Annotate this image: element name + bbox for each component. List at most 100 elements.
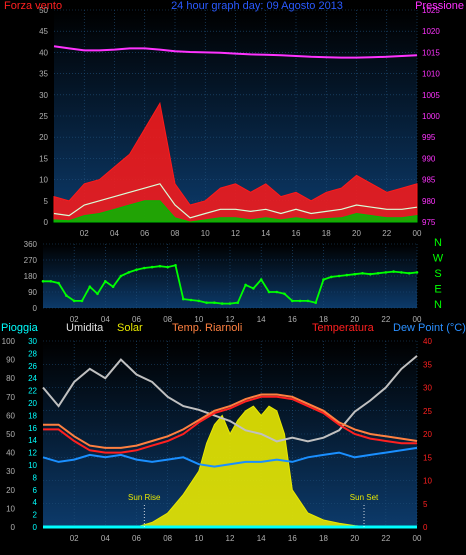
rain-left-y-tick-label: 28 (28, 349, 37, 358)
wind-left-y-tick-label: 5 (44, 197, 49, 206)
direction-point (49, 280, 53, 283)
temp-right-y-tick-label: 30 (423, 384, 432, 393)
wind-x-tick-label: 12 (231, 229, 240, 238)
humidity-left-y-tick-label: 20 (6, 486, 15, 495)
temp-right-y-tick-label: 0 (423, 523, 428, 532)
rain-left-y-tick-label: 12 (28, 449, 37, 458)
temp-right-y-tick-label: 25 (423, 407, 432, 416)
direction-point (228, 302, 232, 305)
wind-x-tick-label: 08 (171, 229, 180, 238)
pressure-right-y-tick-label: 1025 (422, 6, 440, 15)
wind-left-y-tick-label: 40 (39, 48, 48, 57)
humidity-left-y-tick-label: 60 (6, 411, 15, 420)
temp-x-tick-label: 04 (101, 534, 110, 543)
temp-x-tick-label: 08 (163, 534, 172, 543)
direction-left-y-tick-label: 0 (33, 304, 38, 313)
direction-point (150, 265, 154, 269)
pressure-right-y-tick-label: 980 (422, 197, 436, 206)
direction-point (220, 302, 224, 305)
humidity-left-y-tick-label: 30 (6, 467, 15, 476)
wind-left-y-tick-label: 30 (39, 91, 48, 100)
temp-right-y-tick-label: 15 (423, 453, 432, 462)
humidity-left-y-tick-label: 50 (6, 430, 15, 439)
direction-point (72, 299, 76, 303)
direction-point (57, 281, 60, 285)
pressure-right-y-tick-label: 995 (422, 133, 436, 142)
pressure-right-y-tick-label: 990 (422, 154, 436, 163)
wind-x-tick-label: 02 (80, 229, 89, 238)
rain-left-y-tick-label: 26 (28, 362, 37, 371)
direction-point (298, 299, 302, 303)
direction-point (205, 301, 208, 305)
temp-x-tick-label: 00 (413, 534, 422, 543)
direction-point (415, 271, 419, 274)
direction-point (80, 299, 84, 303)
pressure-right-y-tick-label: 1020 (422, 27, 440, 36)
temp-right-y-tick-label: 35 (423, 360, 432, 369)
pressure-right-y-tick-label: 985 (422, 176, 436, 185)
pressure-right-y-tick-label: 975 (422, 218, 436, 227)
direction-x-tick-label: 16 (288, 315, 297, 324)
sun-event-label: Sun Set (350, 493, 379, 502)
direction-x-tick-label: 14 (257, 315, 266, 324)
direction-point (111, 285, 115, 289)
direction-left-y-tick-label: 90 (28, 288, 37, 297)
direction-point (158, 264, 162, 268)
direction-point (88, 285, 92, 289)
temp-x-tick-label: 12 (226, 534, 235, 543)
wind-x-tick-label: 18 (322, 229, 331, 238)
rain-left-y-tick-label: 16 (28, 424, 37, 433)
temp-series-4-line (42, 446, 418, 468)
direction-x-tick-label: 12 (226, 315, 235, 324)
wind-left-y-tick-label: 0 (44, 218, 49, 227)
direction-x-tick-label: 08 (163, 315, 172, 324)
wind-series-2-line (53, 183, 418, 219)
wind-chart-title: 24 hour graph day: 09 Agosto 2013 (171, 0, 343, 12)
direction-point (236, 301, 240, 305)
rain-left-y-tick-label: 0 (33, 523, 38, 532)
direction-point (166, 265, 169, 269)
temp-x-tick-label: 10 (194, 534, 203, 543)
humidity-left-y-tick-label: 70 (6, 393, 15, 402)
wind-x-tick-label: 04 (110, 229, 119, 238)
direction-point (345, 273, 349, 277)
direction-left-y-tick-label: 180 (24, 272, 38, 281)
direction-point (252, 287, 255, 290)
humidity-left-y-tick-label: 40 (6, 449, 15, 458)
wind-x-tick-label: 14 (261, 229, 270, 238)
temp-x-tick-label: 18 (319, 534, 328, 543)
direction-point (213, 301, 216, 305)
humidity-left-y-tick-label: 80 (6, 374, 15, 383)
direction-x-tick-label: 02 (70, 315, 79, 324)
direction-point (400, 271, 403, 274)
wind-left-y-tick-label: 10 (39, 176, 48, 185)
humidity-left-y-tick-label: 0 (11, 523, 16, 532)
direction-point (283, 292, 286, 296)
temp-legend-item: Temp. Riarnoli (172, 322, 242, 334)
direction-point (376, 272, 380, 275)
direction-point (244, 283, 247, 287)
temp-series-1-line (42, 355, 418, 443)
temp-series-2-line (43, 395, 417, 454)
temp-x-tick-label: 02 (70, 534, 79, 543)
direction-point (384, 271, 388, 274)
temp-right-y-tick-label: 5 (423, 500, 428, 509)
pressure-right-y-tick-label: 1010 (422, 70, 440, 79)
direction-compass-label: S (434, 268, 441, 280)
humidity-left-y-tick-label: 100 (2, 337, 16, 346)
direction-point (41, 280, 45, 283)
wind-left-y-tick-label: 45 (39, 27, 48, 36)
pressure-right-y-tick-label: 1015 (422, 48, 440, 57)
wind-left-y-tick-label: 35 (39, 70, 48, 79)
direction-point (369, 272, 372, 276)
direction-point (143, 266, 146, 270)
pressure-right-y-tick-label: 1005 (422, 91, 440, 100)
direction-point (96, 292, 99, 296)
direction-point (361, 272, 364, 275)
direction-point (127, 271, 130, 274)
temp-right-y-tick-label: 20 (423, 430, 432, 439)
temp-x-tick-label: 06 (132, 534, 141, 543)
direction-point (314, 301, 318, 305)
